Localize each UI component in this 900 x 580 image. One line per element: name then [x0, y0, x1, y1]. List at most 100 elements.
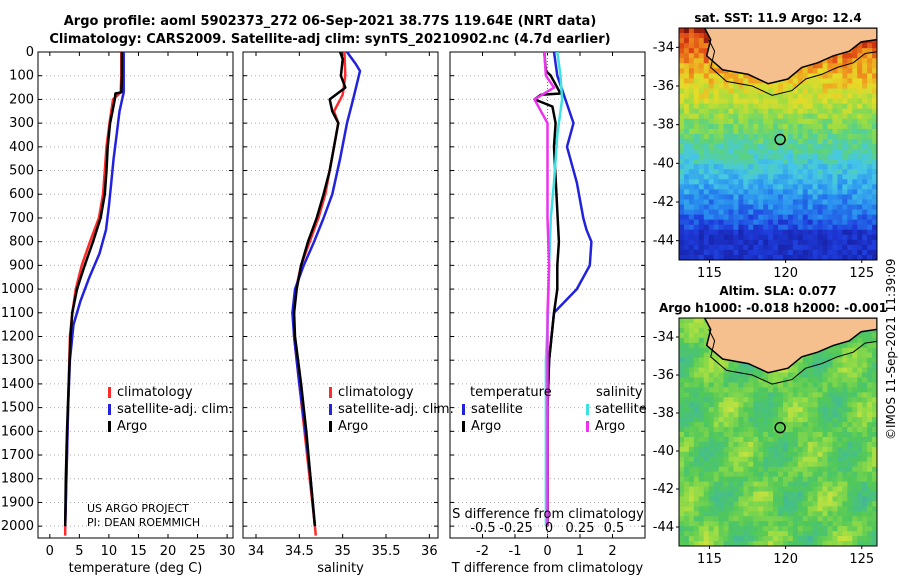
salinity-legend-label: climatology	[338, 385, 414, 400]
difference-xtick-label: 2	[608, 544, 616, 559]
depth-tick-label: 200	[9, 92, 34, 107]
temperature-axes-frame	[37, 51, 234, 539]
sst_map-xtick-label: 115	[697, 266, 722, 281]
difference-legend-label: Argo	[471, 419, 501, 434]
depth-tick-label: 0	[26, 45, 34, 60]
sla_map-ytick-label: -44	[653, 520, 674, 535]
sla_map-ytick-label: -36	[653, 368, 674, 383]
depth-tick-label: 1400	[1, 377, 34, 392]
temperature-xlabel: temperature (deg C)	[69, 561, 203, 576]
credit-line1: US ARGO PROJECT	[87, 502, 189, 515]
sst_map-xtick-label: 120	[773, 266, 798, 281]
difference-legend-label: satellite	[595, 402, 647, 417]
sla_map-ytick-label: -40	[653, 444, 674, 459]
difference-xtick-label: -1	[509, 544, 522, 559]
temperature-legend-label: climatology	[117, 385, 193, 400]
temperature-xtick-label: 0	[46, 544, 54, 559]
salinity-xlabel: salinity	[317, 561, 364, 576]
difference-legend-temperature-header: temperature	[470, 385, 552, 400]
difference-s-tick-label: 0	[545, 521, 553, 536]
salinity-xtick-label: 34	[248, 544, 265, 559]
sla_map-xtick-label: 120	[773, 552, 798, 567]
depth-tick-label: 900	[9, 258, 34, 273]
temperature-xtick-label: 25	[189, 544, 206, 559]
difference-xtick-label: -2	[476, 544, 489, 559]
difference-legend-marker	[462, 421, 465, 432]
sla_map-frame	[678, 317, 878, 547]
salinity-series-argo	[292, 51, 347, 527]
salinity-legend-label: satellite-adj. clim.	[338, 402, 454, 417]
temperature-legend-marker	[108, 421, 111, 432]
difference-s-tick-label: -0.5	[470, 521, 495, 536]
sla_map-ytick-label: -34	[653, 330, 674, 345]
sla_map-ytick-label: -42	[653, 482, 674, 497]
depth-tick-label: 1600	[1, 424, 34, 439]
depth-tick-label: 1700	[1, 448, 34, 463]
sst_map-xtick-label: 125	[849, 266, 874, 281]
difference-xtick-label: 1	[576, 544, 584, 559]
temperature-xtick-label: 15	[130, 544, 147, 559]
sst-map-title: sat. SST: 11.9 Argo: 12.4	[694, 11, 862, 25]
salinity-axes-frame	[242, 51, 439, 539]
temperature-xtick-label: 20	[160, 544, 177, 559]
salinity-xtick-label: 35.5	[372, 544, 401, 559]
salinity-legend-marker	[329, 404, 332, 415]
salinity-xtick-label: 36	[421, 544, 438, 559]
depth-tick-label: 1300	[1, 353, 34, 368]
depth-tick-label: 700	[9, 211, 34, 226]
difference-s-tick-label: 0.25	[566, 521, 595, 536]
sla_map-image	[679, 318, 877, 546]
sla_map-argo-marker	[774, 421, 786, 434]
sla_map-contour	[708, 329, 877, 385]
sst_map-frame	[678, 27, 878, 261]
difference-legend-marker	[586, 404, 589, 415]
difference-s-tick-label: -0.25	[499, 521, 533, 536]
difference-s-tick-label: 0.5	[604, 521, 625, 536]
depth-tick-label: 600	[9, 187, 34, 202]
sst_map-ytick-label: -44	[653, 234, 674, 249]
sst_map-ytick-label: -40	[653, 156, 674, 171]
sla_map-xtick-label: 125	[849, 552, 874, 567]
figure-title-line2: Climatology: CARS2009. Satellite-adj cli…	[49, 32, 611, 47]
depth-tick-label: 1100	[1, 306, 34, 321]
difference-legend-label: satellite	[471, 402, 523, 417]
sla_map-xtick-label: 115	[697, 552, 722, 567]
depth-tick-label: 400	[9, 140, 34, 155]
copyright-label: ©IMOS 11-Sep-2021 11:39:09	[884, 258, 898, 440]
salinity-legend-marker	[329, 421, 332, 432]
figure-title-line1: Argo profile: aoml 5902373_272 06-Sep-20…	[63, 14, 597, 29]
temperature-xtick-label: 10	[101, 544, 118, 559]
sla_map-ytick-label: -38	[653, 406, 674, 421]
salinity-legend-marker	[329, 387, 332, 398]
difference-series-t-argo	[533, 51, 562, 527]
temperature-legend-marker	[108, 404, 111, 415]
temperature-legend-label: satellite-adj. clim.	[117, 402, 233, 417]
temperature-series-climatology	[63, 52, 123, 536]
salinity-xtick-label: 35	[334, 544, 351, 559]
difference-s-axis-label: S difference from climatology	[452, 507, 644, 522]
sst_map-contour	[708, 39, 877, 96]
difference-legend-marker	[586, 421, 589, 432]
depth-tick-label: 1900	[1, 495, 34, 510]
temperature-xtick-label: 30	[219, 544, 236, 559]
difference-xlabel: T difference from climatology	[451, 561, 644, 576]
sst_map-ytick-label: -38	[653, 118, 674, 133]
depth-tick-label: 100	[9, 69, 34, 84]
depth-tick-label: 1800	[1, 472, 34, 487]
depth-tick-label: 300	[9, 116, 34, 131]
difference-legend-marker	[462, 404, 465, 415]
difference-series-s-satellite	[544, 51, 564, 527]
credit-line2: PI: DEAN ROEMMICH	[87, 516, 200, 529]
sst_map-ytick-label: -42	[653, 195, 674, 210]
temperature-legend-label: Argo	[117, 419, 147, 434]
depth-tick-label: 500	[9, 164, 34, 179]
difference-xtick-label: 0	[543, 544, 551, 559]
sla-map-title-line1: Altim. SLA: 0.077	[719, 284, 837, 298]
sla-map-title-line2: Argo h1000: -0.018 h2000: -0.001	[658, 301, 888, 315]
sst_map-ytick-label: -34	[653, 40, 674, 55]
depth-tick-label: 1000	[1, 282, 34, 297]
depth-tick-label: 1500	[1, 401, 34, 416]
depth-tick-label: 1200	[1, 329, 34, 344]
sst_map-image	[679, 28, 877, 260]
